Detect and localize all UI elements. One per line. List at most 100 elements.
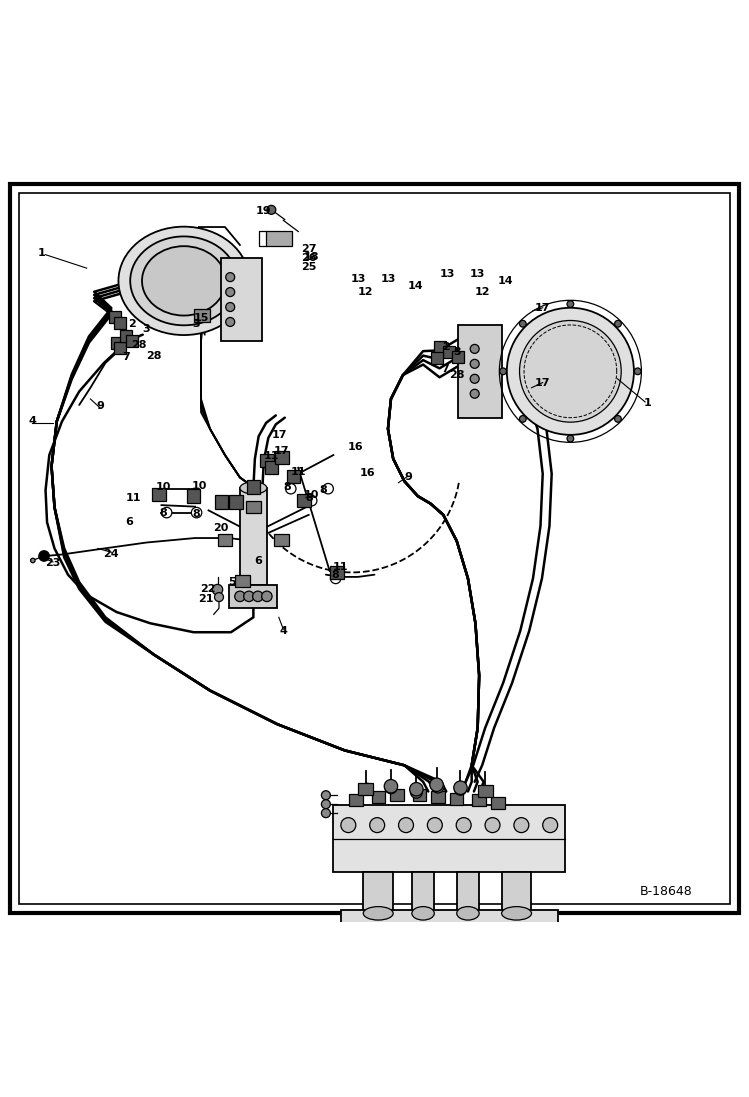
Text: 10: 10 (303, 489, 318, 499)
Circle shape (225, 317, 234, 327)
Text: 28: 28 (131, 340, 147, 350)
Text: 14: 14 (497, 275, 513, 286)
Text: 10: 10 (156, 483, 172, 493)
Bar (473, 794, 486, 806)
Bar (234, 576, 249, 587)
Circle shape (520, 416, 526, 422)
Ellipse shape (502, 906, 532, 920)
Text: 3: 3 (453, 347, 461, 357)
Bar (502, 872, 532, 914)
Bar (297, 494, 311, 508)
Bar (187, 489, 200, 502)
Circle shape (361, 783, 373, 795)
Circle shape (39, 551, 49, 562)
Text: 8: 8 (160, 508, 168, 518)
Text: 7: 7 (442, 364, 449, 374)
Circle shape (485, 817, 500, 833)
Bar (491, 796, 505, 808)
Text: 13: 13 (470, 269, 485, 279)
Circle shape (520, 320, 526, 327)
Bar (372, 791, 385, 803)
Circle shape (410, 782, 423, 796)
Text: 5: 5 (228, 577, 236, 587)
Bar (274, 534, 289, 546)
Text: 18: 18 (304, 252, 320, 262)
Text: 8: 8 (306, 493, 313, 502)
Text: 4: 4 (28, 417, 36, 427)
Bar (443, 346, 455, 358)
Circle shape (479, 785, 491, 798)
Text: 6: 6 (255, 556, 263, 566)
Circle shape (321, 791, 330, 800)
Circle shape (470, 344, 479, 353)
Bar (111, 337, 123, 349)
Bar (229, 496, 243, 509)
Circle shape (234, 591, 245, 601)
Bar (264, 461, 278, 475)
Bar (431, 791, 445, 803)
Circle shape (500, 367, 506, 375)
Ellipse shape (412, 906, 434, 920)
Bar (287, 470, 300, 484)
Circle shape (267, 205, 276, 214)
Ellipse shape (130, 237, 237, 326)
Circle shape (634, 367, 641, 375)
Ellipse shape (240, 482, 267, 494)
Text: 20: 20 (213, 522, 229, 532)
Text: 14: 14 (407, 281, 423, 291)
Circle shape (321, 808, 330, 817)
Circle shape (162, 508, 172, 518)
Bar (109, 310, 121, 323)
Bar (266, 230, 292, 246)
Circle shape (410, 787, 422, 799)
Circle shape (543, 817, 558, 833)
Circle shape (384, 780, 398, 793)
Circle shape (567, 436, 574, 442)
Text: 17: 17 (273, 446, 289, 456)
Text: 1: 1 (643, 398, 651, 408)
Text: 8: 8 (320, 485, 327, 495)
Circle shape (567, 301, 574, 307)
Circle shape (341, 817, 356, 833)
Circle shape (615, 416, 622, 422)
Bar (221, 259, 262, 341)
Circle shape (212, 585, 222, 595)
Text: 12: 12 (358, 287, 373, 297)
Text: 21: 21 (198, 595, 214, 604)
Circle shape (225, 287, 234, 296)
Bar (115, 317, 127, 329)
Text: 13: 13 (351, 274, 366, 284)
Text: 17: 17 (535, 303, 551, 313)
Ellipse shape (118, 227, 249, 335)
Text: 11: 11 (126, 493, 142, 502)
Bar (349, 794, 363, 806)
Text: 25: 25 (301, 262, 316, 272)
Text: 3: 3 (192, 319, 201, 329)
Text: 15: 15 (193, 314, 209, 324)
Bar (358, 783, 373, 795)
Bar (431, 352, 443, 364)
Text: 28: 28 (449, 370, 464, 380)
Circle shape (430, 778, 443, 791)
Circle shape (321, 800, 330, 808)
Text: 13: 13 (440, 269, 455, 279)
Text: 2: 2 (127, 319, 136, 329)
Bar (240, 488, 267, 585)
Circle shape (507, 308, 634, 434)
Circle shape (428, 817, 443, 833)
Circle shape (470, 374, 479, 383)
Text: 4: 4 (279, 625, 287, 636)
Circle shape (432, 781, 444, 793)
Circle shape (214, 592, 223, 601)
Bar (229, 585, 277, 608)
Bar (115, 342, 127, 354)
Circle shape (191, 508, 201, 518)
Bar (457, 872, 479, 914)
Text: 10: 10 (192, 480, 207, 490)
Text: 19: 19 (256, 205, 272, 216)
Text: 16: 16 (360, 468, 374, 478)
Ellipse shape (457, 906, 479, 920)
Circle shape (330, 573, 341, 584)
Circle shape (225, 303, 234, 312)
Text: 9: 9 (404, 472, 412, 482)
